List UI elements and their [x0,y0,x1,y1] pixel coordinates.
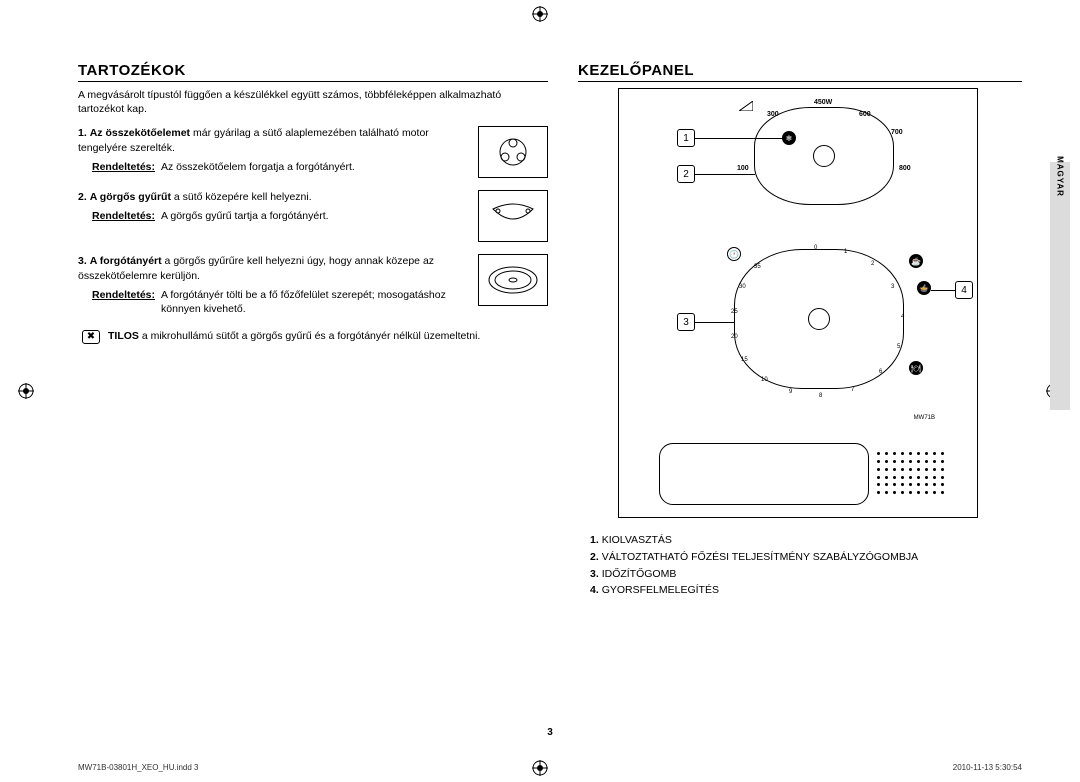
acc1-purpose-label: Rendeltetés: [92,160,155,175]
acc1-purpose-text: Az összekötőelem forgatja a forgótányért… [161,160,355,175]
plate-icon: 🍽 [909,361,923,375]
acc1-lead: Az összekötőelemet [90,127,190,139]
t9: 9 [789,389,792,395]
acc2-purpose-text: A görgős gyűrű tartja a forgótányért. [161,209,329,224]
acc2-rest: a sütő közepére kell helyezni. [171,191,312,203]
roller-ring-figure [478,190,548,242]
callout-1: 1 [677,129,695,147]
footer-timestamp: 2010-11-13 5:30:54 [953,763,1022,772]
footer-file: MW71B-03801H_XEO_HU.indd 3 [78,763,199,772]
t7: 7 [851,387,854,393]
power-dial-knob [813,145,835,167]
timer-dial [734,249,904,389]
crop-mark-left [18,383,34,399]
legend-1: 1. KIOLVASZTÁS [590,532,1022,549]
speaker-grille [877,452,947,497]
cup-icon: ☕ [909,254,923,268]
acc3-purpose-text: A forgótányér tölti be a fő főzőfelület … [161,288,470,317]
warning-row: ✖ TILOS a mikrohullámú sütőt a görgős gy… [78,329,548,344]
turntable-figure [478,254,548,306]
warn-rest: a mikrohullámú sütőt a görgős gyűrű és a… [139,330,480,342]
crop-mark-top [532,6,548,22]
t35: 35 [754,264,761,270]
triangle-icon [739,101,753,111]
accessory-item-3: 3. A forgótányért a görgős gyűrűre kell … [78,254,548,317]
acc2-num: 2. [78,191,87,203]
acc2-lead: A görgős gyűrűt [90,191,171,203]
page-content: TARTOZÉKOK A megvásárolt típustól függőe… [78,62,1022,742]
callout-1-line [695,138,783,139]
panel-legend: 1. KIOLVASZTÁS 2. VÁLTOZTATHATÓ FŐZÉSI T… [590,532,1022,599]
warn-bold: TILOS [108,330,139,342]
t2: 2 [871,261,874,267]
t8: 8 [819,393,822,399]
panel-figure: 450W 300 600 700 100 800 ❄ 🕐 0 1 2 3 4 5 [618,88,978,518]
door-frame [659,443,869,505]
t20: 20 [731,334,738,340]
t0: 0 [814,245,817,251]
defrost-icon: ❄ [782,131,796,145]
model-label: MW71B [914,415,935,421]
lbl-800: 800 [899,165,911,172]
lbl-100: 100 [737,165,749,172]
accessory-item-2: 2. A görgős gyűrűt a sütő közepére kell … [78,190,548,242]
soup-icon: 🍲 [917,281,931,295]
accessory-item-1: 1. Az összekötőelemet már gyárilag a süt… [78,126,548,178]
callout-4-line [931,290,955,291]
t5: 5 [897,344,900,350]
legend-3: 3. IDŐZÍTŐGOMB [590,566,1022,583]
t10: 10 [761,377,768,383]
timer-dial-knob [808,308,830,330]
coupler-figure [478,126,548,178]
lbl-300: 300 [767,111,779,118]
t25: 25 [731,309,738,315]
control-panel-section: KEZELŐPANEL MAGYAR 450W 300 600 700 100 … [578,62,1022,599]
accessories-section: TARTOZÉKOK A megvásárolt típustól függőe… [78,62,548,599]
lbl-700: 700 [891,129,903,136]
accessories-heading: TARTOZÉKOK [78,62,548,82]
acc3-num: 3. [78,255,87,267]
t3: 3 [891,284,894,290]
callout-2-line [695,174,755,175]
callout-2: 2 [677,165,695,183]
callout-4: 4 [955,281,973,299]
control-panel-heading: KEZELŐPANEL [578,62,1022,82]
callout-3: 3 [677,313,695,331]
legend-4: 4. GYORSFELMELEGÍTÉS [590,582,1022,599]
prohibit-icon: ✖ [82,330,100,344]
acc3-lead: A forgótányért [90,255,162,267]
acc2-purpose-label: Rendeltetés: [92,209,155,224]
clock-icon: 🕐 [727,247,741,261]
lbl-450w: 450W [814,99,832,106]
t30: 30 [739,284,746,290]
t15: 15 [741,357,748,363]
acc3-purpose-label: Rendeltetés: [92,288,155,317]
t4: 4 [901,314,904,320]
accessories-intro: A megvásárolt típustól függően a készülé… [78,88,548,116]
language-tab-label: MAGYAR [1056,156,1065,197]
lbl-600: 600 [859,111,871,118]
warning-text: TILOS a mikrohullámú sütőt a görgős gyűr… [108,329,480,344]
t1: 1 [844,249,847,255]
language-tab: MAGYAR [1050,162,1070,410]
acc1-num: 1. [78,127,87,139]
page-number: 3 [547,727,553,738]
legend-2: 2. VÁLTOZTATHATÓ FŐZÉSI TELJESÍTMÉNY SZA… [590,549,1022,566]
callout-3-line [695,322,735,323]
footer: MW71B-03801H_XEO_HU.indd 3 2010-11-13 5:… [78,763,1022,772]
t6: 6 [879,369,882,375]
power-dial [754,107,894,205]
